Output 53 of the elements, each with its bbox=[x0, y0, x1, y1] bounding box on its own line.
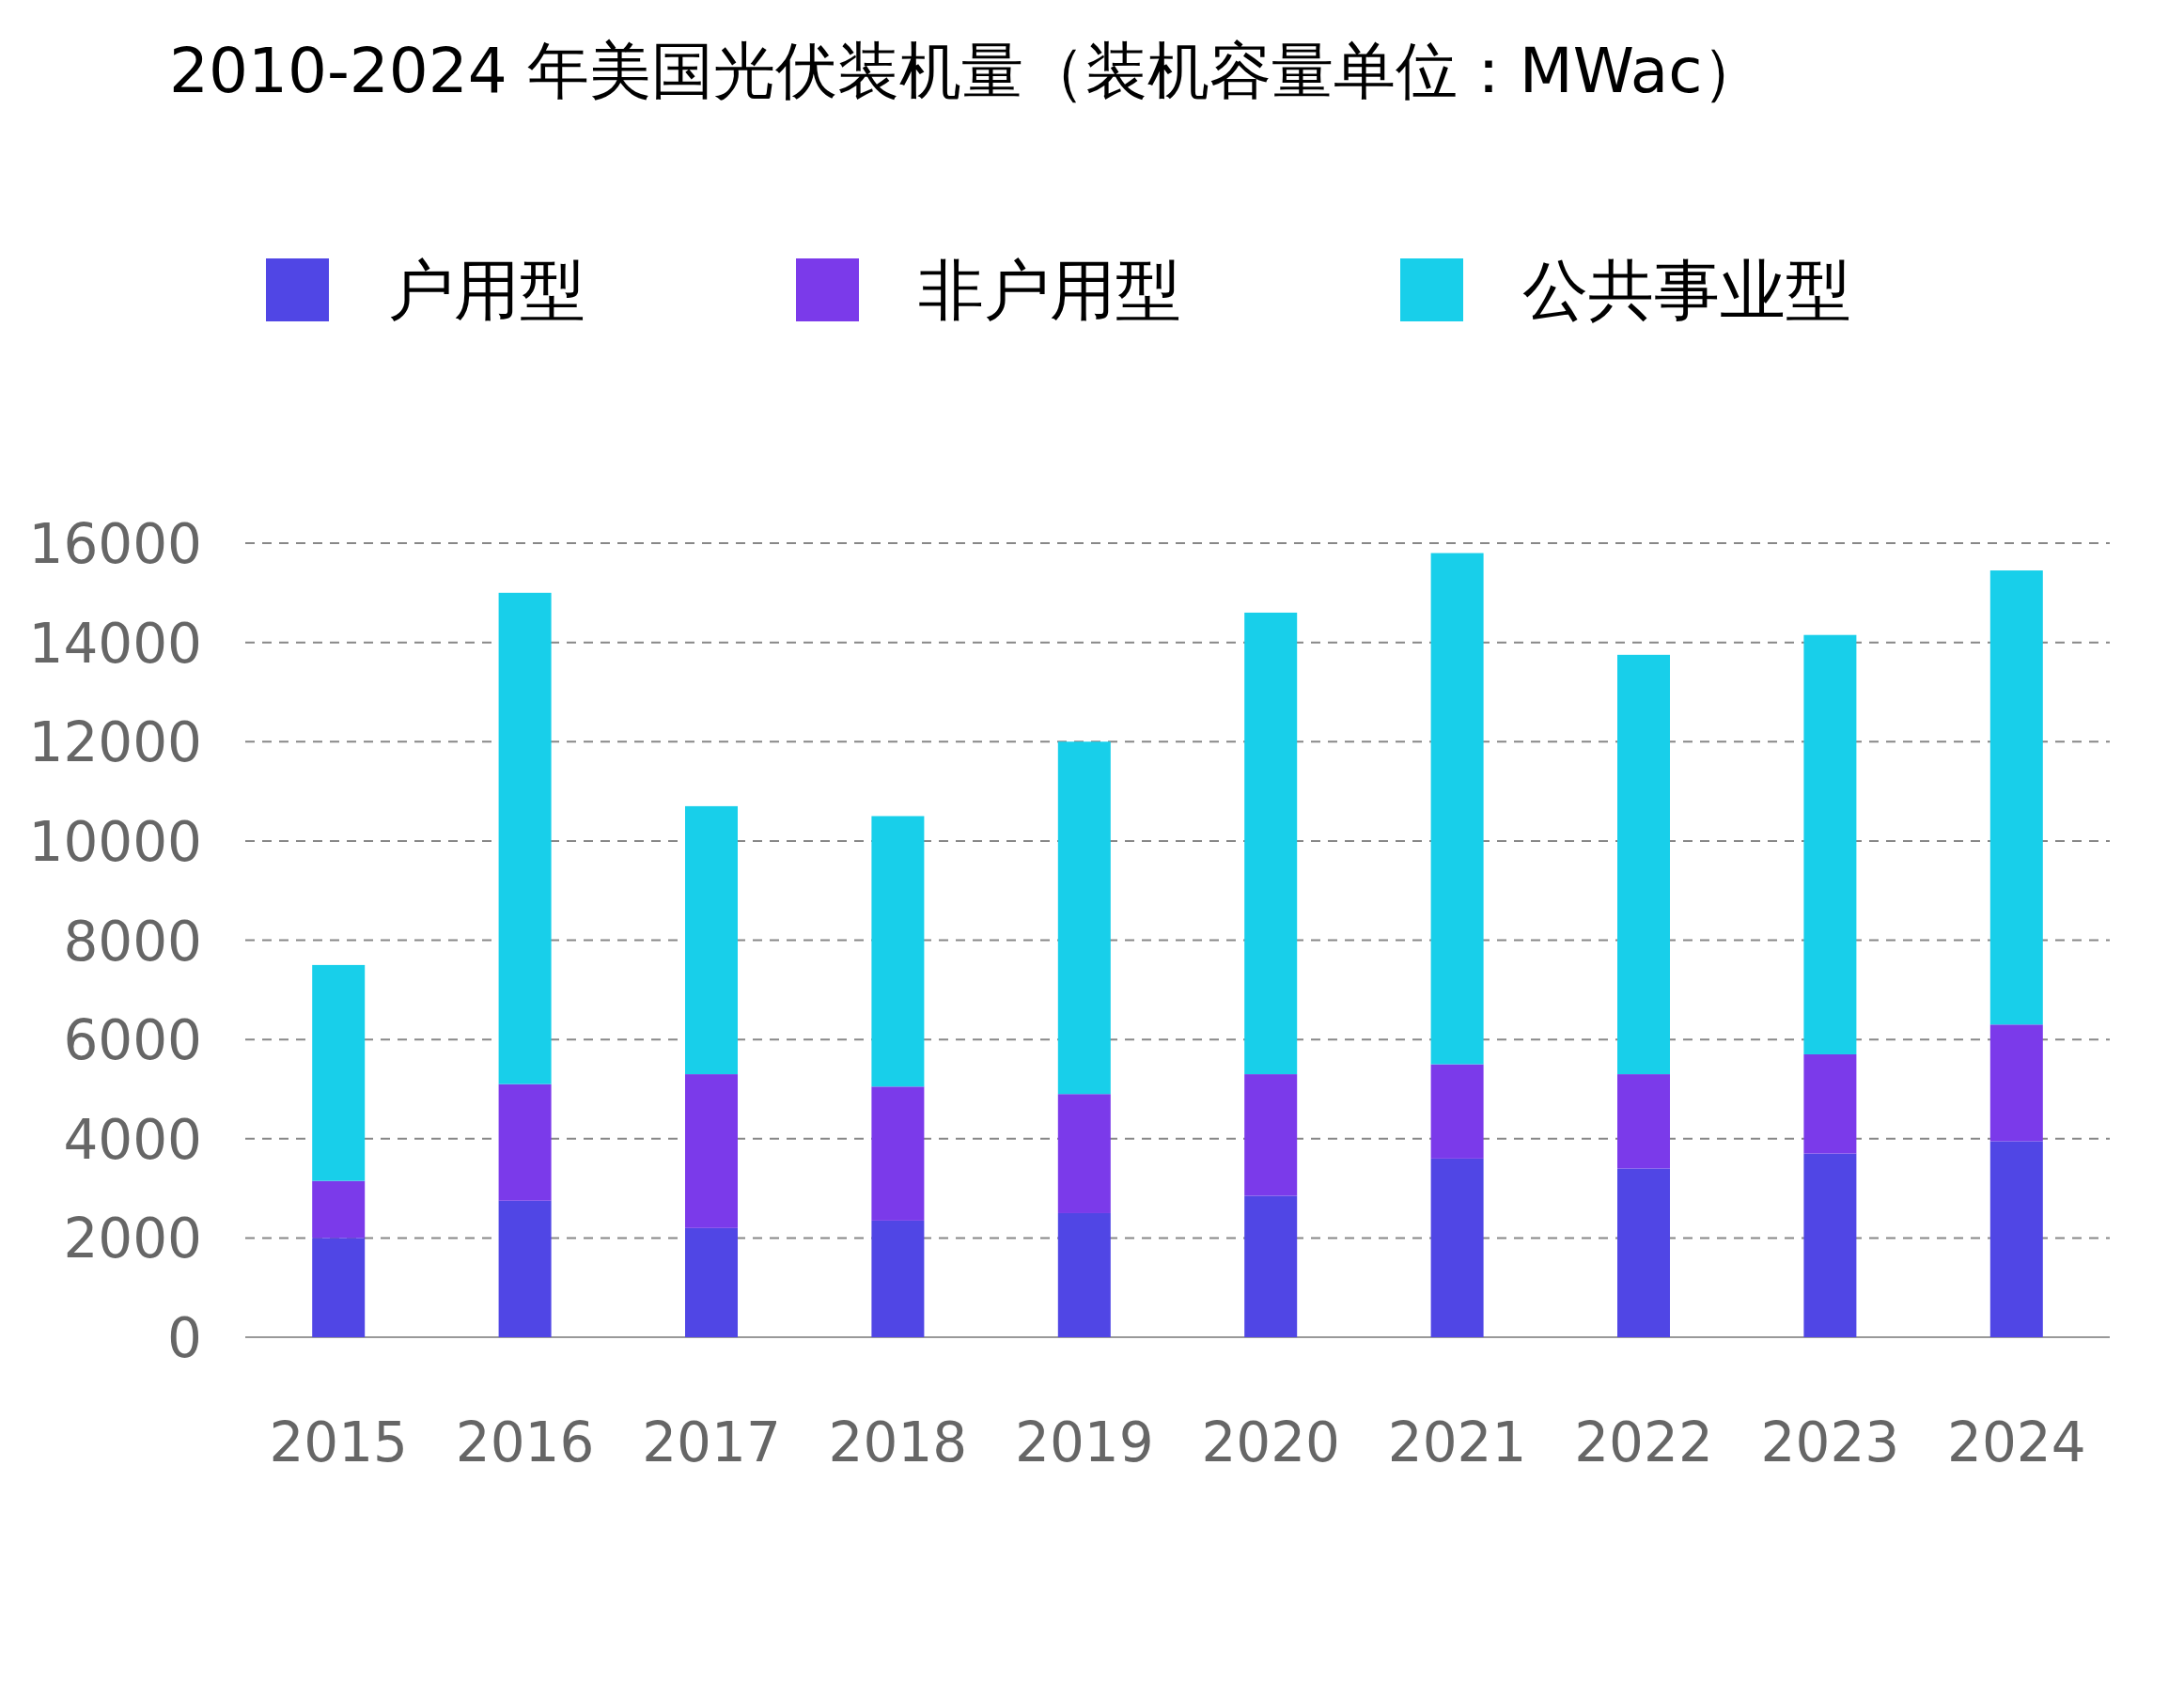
x-tick-label: 2022 bbox=[1574, 1411, 1713, 1474]
bar bbox=[685, 1074, 738, 1228]
bar bbox=[1617, 1074, 1670, 1169]
bar bbox=[1057, 1094, 1111, 1213]
bar bbox=[1617, 1168, 1670, 1337]
x-tick-label: 2020 bbox=[1201, 1411, 1340, 1474]
legend-label: 公共事业型 bbox=[1522, 252, 1851, 329]
y-tick-label: 6000 bbox=[63, 1008, 202, 1073]
x-tick-label: 2023 bbox=[1760, 1411, 1900, 1474]
bar bbox=[1617, 654, 1670, 1075]
y-tick-label: 10000 bbox=[28, 809, 202, 874]
bar bbox=[1244, 1195, 1298, 1337]
bar bbox=[312, 1238, 366, 1338]
bar bbox=[1430, 1064, 1484, 1159]
bar bbox=[1989, 1024, 2043, 1142]
x-tick-label: 2019 bbox=[1015, 1411, 1154, 1474]
bar bbox=[1430, 1158, 1484, 1338]
x-tick-label: 2024 bbox=[1947, 1411, 2086, 1474]
y-tick-label: 16000 bbox=[28, 512, 202, 576]
bar bbox=[312, 964, 366, 1181]
bar bbox=[1803, 1053, 1857, 1154]
y-tick-label: 2000 bbox=[63, 1207, 202, 1271]
x-tick-label: 2018 bbox=[828, 1411, 968, 1474]
x-tick-label: 2021 bbox=[1387, 1411, 1527, 1474]
bar bbox=[498, 1200, 552, 1337]
y-tick-label: 14000 bbox=[28, 611, 202, 676]
bar bbox=[871, 1220, 925, 1337]
bar bbox=[1989, 1141, 2043, 1337]
bar bbox=[1244, 1074, 1298, 1196]
bar bbox=[1057, 741, 1111, 1095]
bar bbox=[685, 1227, 738, 1337]
bar bbox=[1989, 570, 2043, 1025]
bar bbox=[498, 1083, 552, 1201]
bar bbox=[1057, 1212, 1111, 1337]
x-tick-label: 2015 bbox=[269, 1411, 408, 1474]
bar bbox=[498, 592, 552, 1084]
bar bbox=[685, 805, 738, 1075]
bar bbox=[1803, 1153, 1857, 1337]
bar bbox=[1430, 553, 1484, 1065]
y-tick-label: 0 bbox=[167, 1306, 202, 1370]
legend-label: 非户用型 bbox=[918, 252, 1181, 329]
bar bbox=[1244, 612, 1298, 1075]
x-tick-label: 2016 bbox=[455, 1411, 595, 1474]
y-tick-label: 8000 bbox=[63, 909, 202, 974]
legend-label: 户用型 bbox=[388, 252, 585, 329]
bar bbox=[871, 1086, 925, 1221]
y-tick-label: 4000 bbox=[63, 1107, 202, 1172]
bar bbox=[1803, 634, 1857, 1054]
chart-title: 2010-2024 年美国光伏装机量（装机容量单位：MWac） bbox=[169, 35, 1765, 107]
bar bbox=[871, 816, 925, 1087]
x-tick-label: 2017 bbox=[642, 1411, 781, 1474]
y-tick-label: 12000 bbox=[28, 710, 202, 775]
bar bbox=[312, 1180, 366, 1239]
